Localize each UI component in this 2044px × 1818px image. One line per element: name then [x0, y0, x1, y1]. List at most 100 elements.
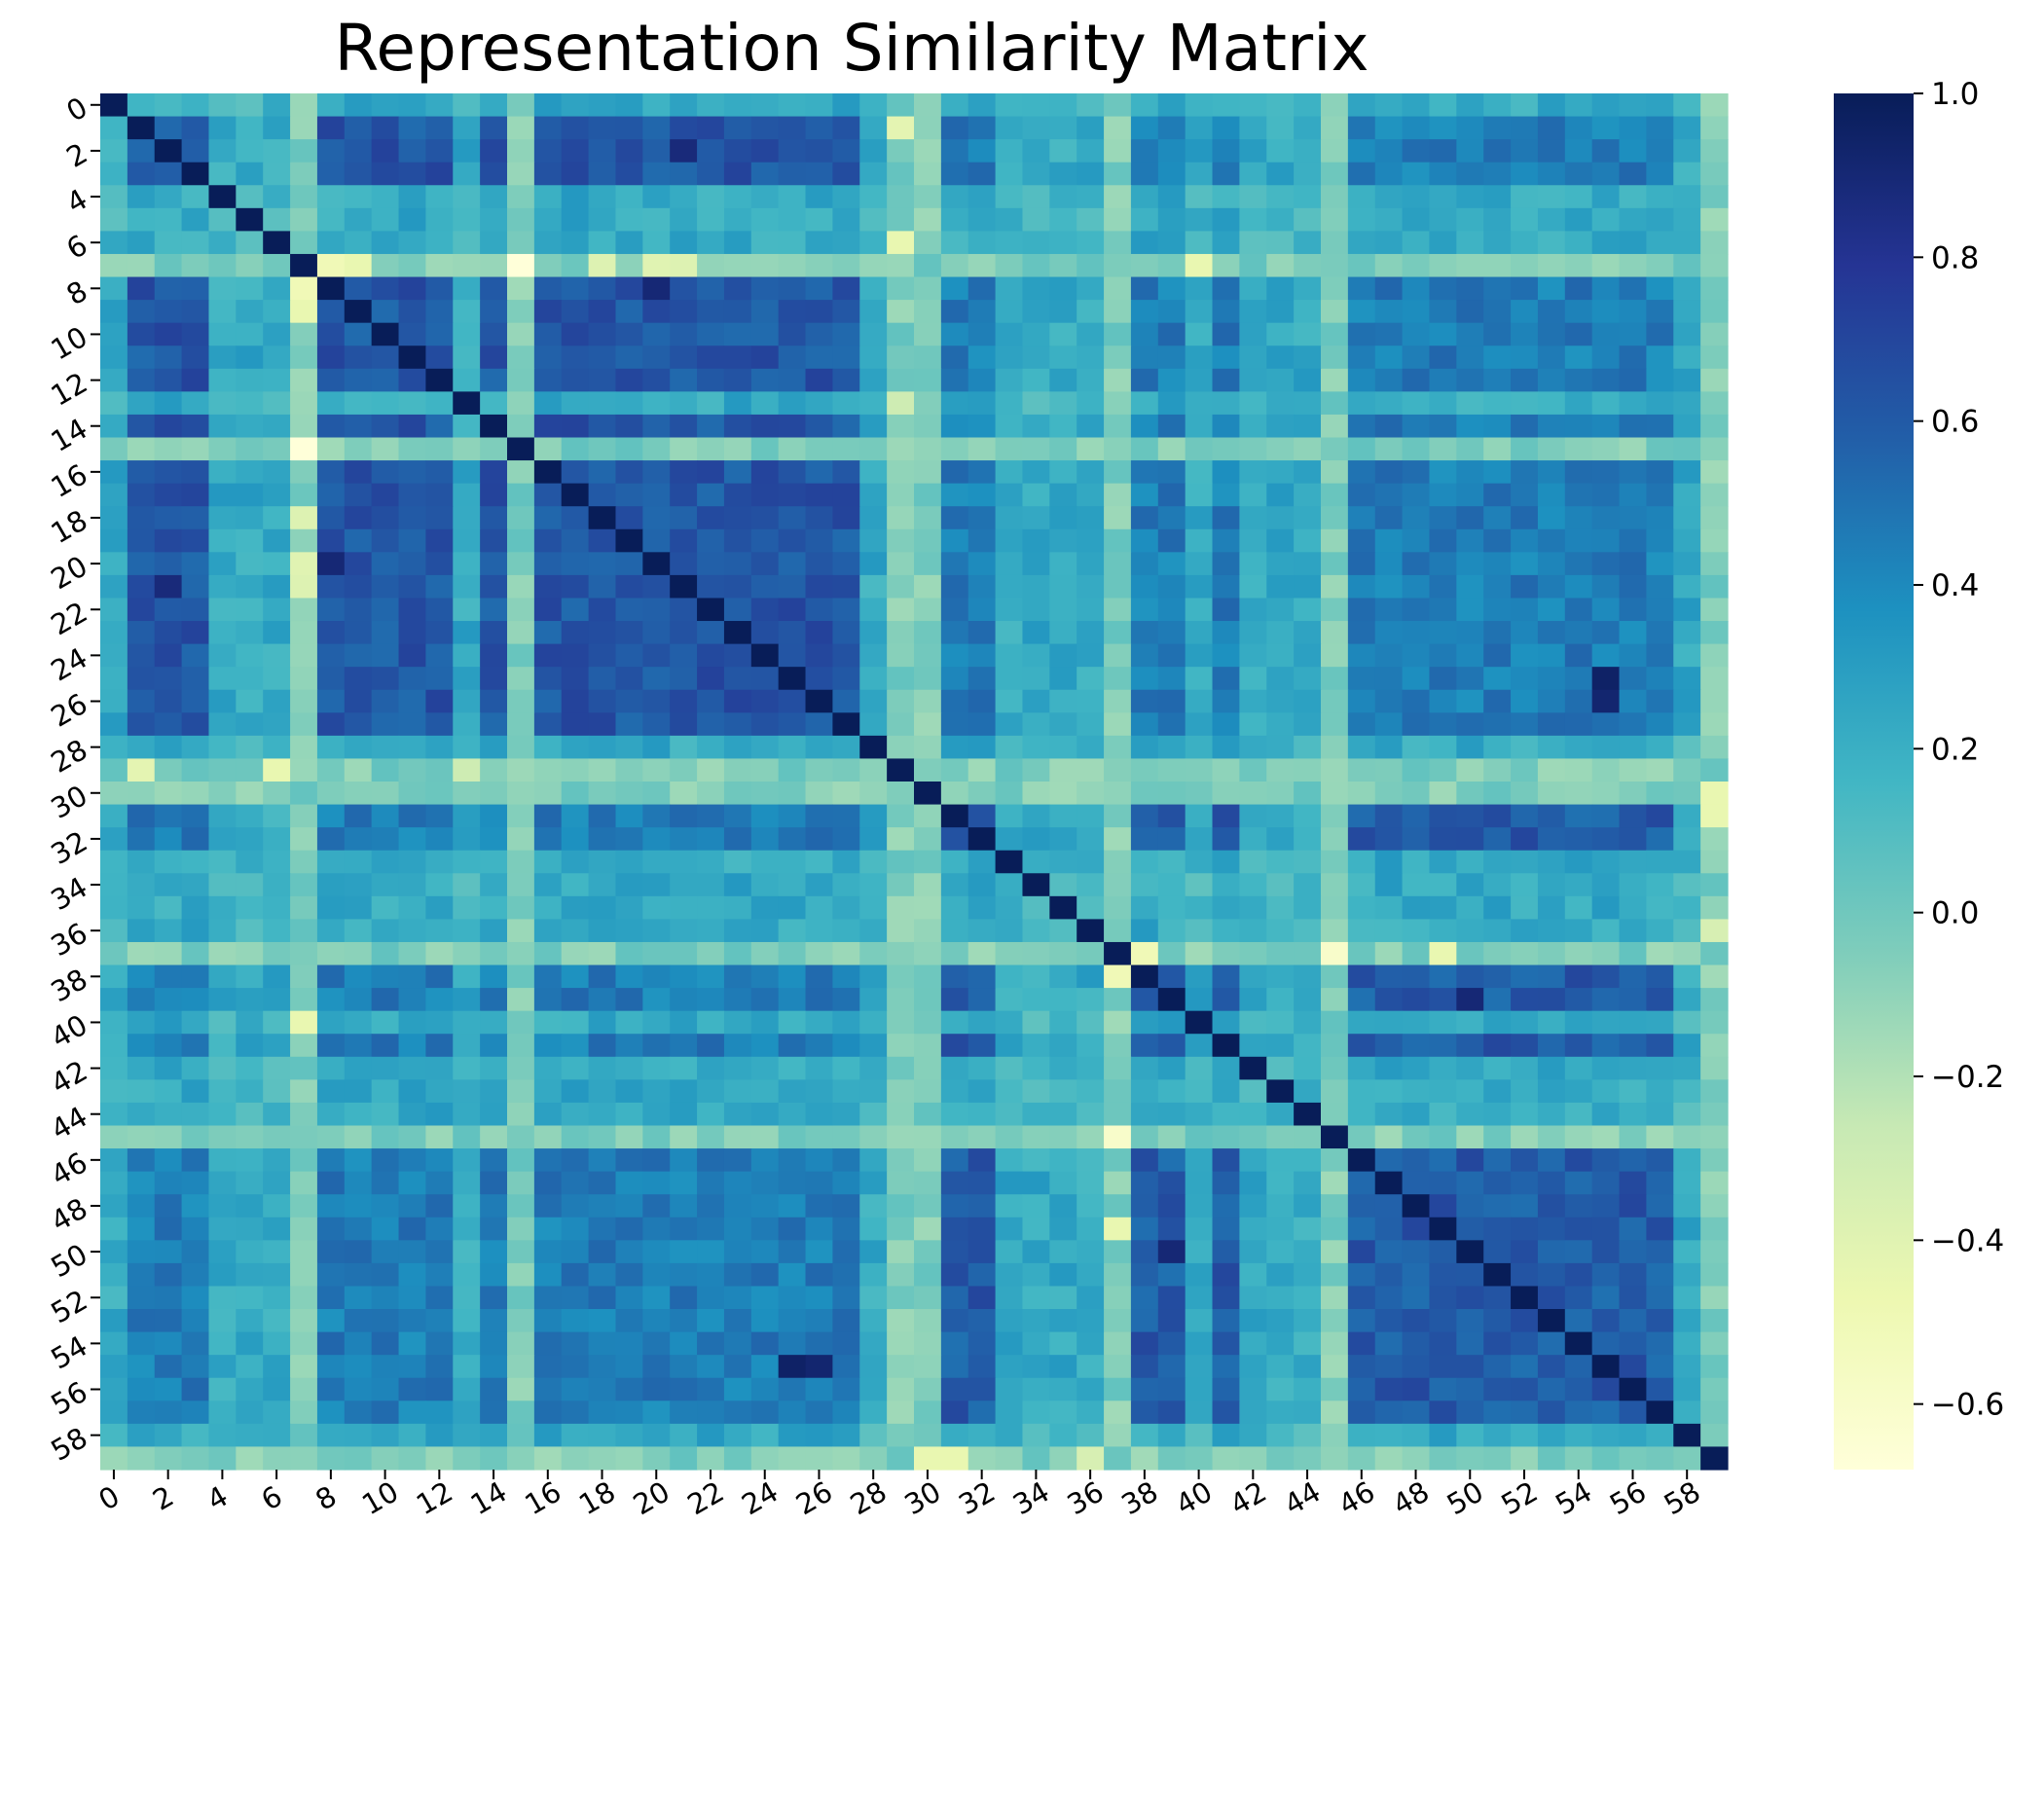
heatmap-cell	[1537, 895, 1566, 920]
heatmap-cell	[588, 1309, 617, 1333]
heatmap-cell	[1294, 1309, 1322, 1333]
heatmap-cell	[1564, 873, 1593, 897]
heatmap-cell	[290, 460, 318, 485]
heatmap-cell	[1347, 552, 1376, 576]
heatmap-cell	[940, 643, 969, 668]
heatmap-cell	[642, 988, 671, 1012]
heatmap-cell	[1402, 1194, 1431, 1218]
heatmap-cell	[642, 528, 671, 553]
heatmap-cell	[642, 1240, 671, 1264]
heatmap-cell	[480, 941, 508, 966]
heatmap-cell	[453, 1194, 481, 1218]
heatmap-cell	[1591, 758, 1621, 782]
heatmap-cell	[805, 1125, 833, 1149]
heatmap-cell	[1185, 1079, 1214, 1104]
heatmap-cell	[887, 322, 915, 346]
heatmap-cell	[1429, 1309, 1457, 1333]
heatmap-cell	[181, 782, 210, 806]
heatmap-cell	[1511, 621, 1539, 645]
heatmap-cell	[1537, 804, 1566, 828]
heatmap-cell	[1564, 1240, 1593, 1264]
heatmap-cell	[1294, 1377, 1322, 1401]
heatmap-cell	[995, 621, 1024, 645]
heatmap-cell	[1564, 1125, 1593, 1149]
heatmap-cell	[750, 391, 780, 416]
heatmap-cell	[371, 460, 400, 485]
heatmap-cell	[425, 941, 454, 966]
heatmap-cell	[859, 1217, 888, 1241]
heatmap-cell	[1374, 300, 1404, 324]
heatmap-cell	[615, 689, 643, 713]
heatmap-cell	[1700, 621, 1729, 645]
heatmap-cell	[1321, 689, 1349, 713]
heatmap-cell	[588, 93, 617, 118]
heatmap-cell	[1321, 621, 1349, 645]
heatmap-cell	[1646, 437, 1674, 461]
heatmap-cell	[1266, 827, 1295, 852]
heatmap-cell	[1347, 850, 1376, 874]
heatmap-cell	[1537, 758, 1566, 782]
heatmap-cell	[1429, 1377, 1457, 1401]
heatmap-cell	[588, 1194, 617, 1218]
heatmap-cell	[1294, 1102, 1322, 1127]
heatmap-cell	[1077, 574, 1105, 600]
x-tick-label: 30	[898, 1474, 946, 1521]
heatmap-cell	[425, 988, 454, 1012]
heatmap-cell	[1402, 643, 1431, 668]
heatmap-cell	[1157, 873, 1186, 897]
heatmap-cell	[832, 528, 860, 553]
heatmap-cell	[1700, 139, 1729, 164]
heatmap-cell	[1619, 253, 1647, 278]
heatmap-cell	[1212, 1079, 1240, 1104]
heatmap-cell	[344, 185, 373, 209]
heatmap-cell	[697, 621, 725, 645]
heatmap-cell	[1511, 528, 1539, 553]
heatmap-cell	[507, 643, 535, 668]
heatmap-cell	[1646, 941, 1674, 966]
heatmap-cell	[1646, 139, 1674, 164]
heatmap-cell	[670, 322, 698, 346]
heatmap-cell	[398, 1331, 426, 1356]
heatmap-cell	[588, 1148, 617, 1173]
heatmap-cell	[154, 483, 183, 507]
heatmap-cell	[1673, 758, 1701, 782]
heatmap-cell	[588, 850, 617, 874]
heatmap-cell	[561, 1423, 590, 1448]
heatmap-cell	[670, 139, 698, 164]
heatmap-cell	[425, 598, 454, 622]
heatmap-cell	[1564, 1148, 1593, 1173]
heatmap-cell	[670, 1217, 698, 1241]
heatmap-cell	[887, 528, 915, 553]
heatmap-cell	[697, 827, 725, 852]
heatmap-cell	[561, 988, 590, 1012]
heatmap-cell	[1077, 1125, 1105, 1149]
heatmap-cell	[859, 782, 888, 806]
heatmap-cell	[1537, 162, 1566, 186]
heatmap-cell	[316, 185, 346, 209]
heatmap-cell	[670, 598, 698, 622]
heatmap-cell	[453, 850, 481, 874]
heatmap-cell	[1049, 253, 1077, 278]
heatmap-cell	[1049, 850, 1077, 874]
heatmap-cell	[1646, 93, 1674, 118]
heatmap-cell	[642, 712, 671, 737]
heatmap-cell	[1212, 552, 1240, 576]
heatmap-cell	[1294, 919, 1322, 943]
heatmap-cell	[371, 598, 400, 622]
heatmap-cell	[127, 437, 156, 461]
heatmap-cell	[1321, 460, 1349, 485]
heatmap-cell	[100, 598, 128, 622]
heatmap-cell	[723, 1194, 752, 1218]
heatmap-cell	[1049, 1240, 1077, 1264]
heatmap-cell	[1266, 758, 1295, 782]
heatmap-cell	[1402, 437, 1431, 461]
heatmap-cell	[940, 162, 969, 186]
heatmap-cell	[398, 1286, 426, 1310]
heatmap-cell	[778, 1171, 807, 1195]
heatmap-cell	[859, 758, 888, 782]
heatmap-cell	[1700, 804, 1729, 828]
heatmap-cell	[1212, 1171, 1240, 1195]
heatmap-cell	[398, 782, 426, 806]
heatmap-cell	[1700, 1331, 1729, 1356]
heatmap-cell	[1700, 207, 1729, 232]
